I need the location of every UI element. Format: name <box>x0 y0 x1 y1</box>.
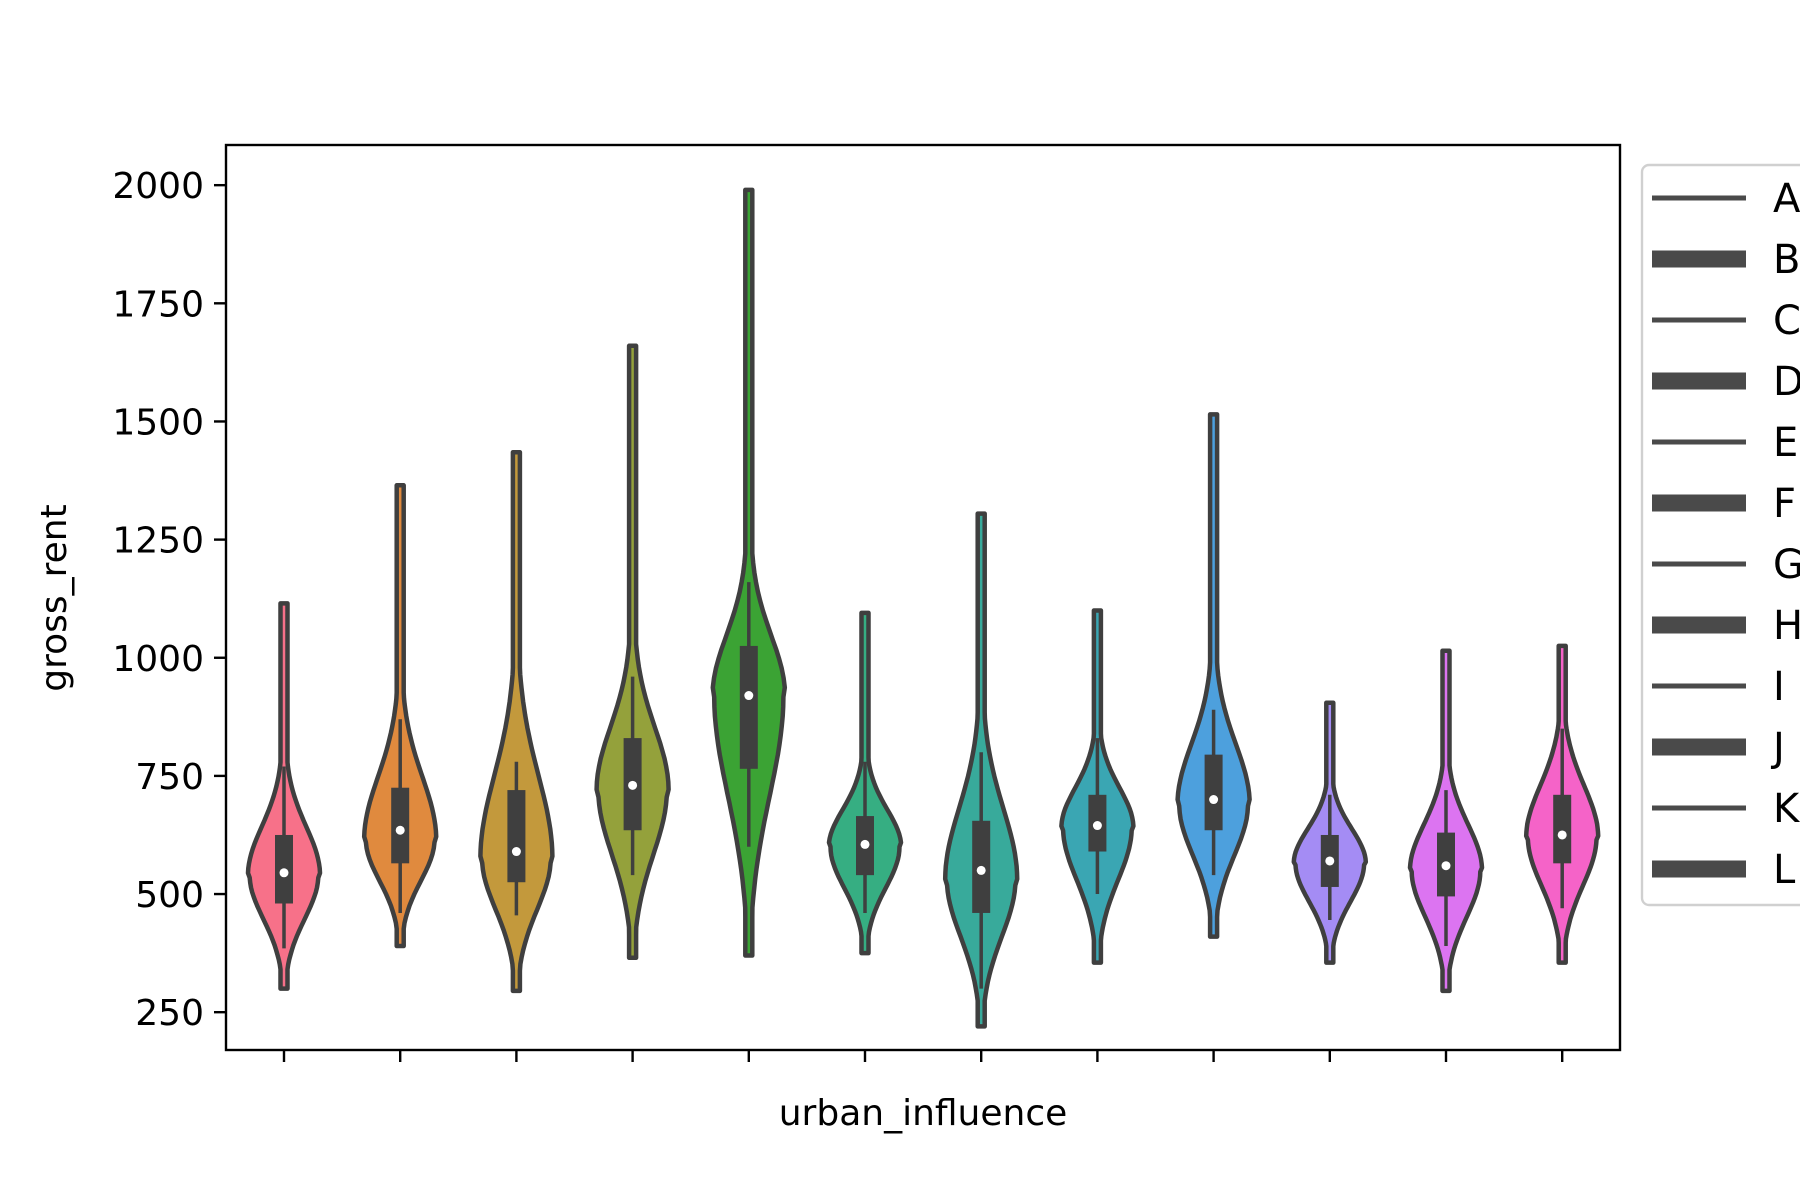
median-point-I <box>1209 795 1219 805</box>
legend-entry-H: H <box>1652 603 1800 649</box>
violin-D <box>594 343 671 961</box>
median-point-C <box>511 847 521 857</box>
median-point-E <box>744 691 754 701</box>
y-tick-label-1250: 1250 <box>112 521 204 562</box>
legend-entry-I: I <box>1652 664 1785 710</box>
median-point-G <box>976 865 986 875</box>
violin-J <box>1291 700 1369 965</box>
iqr-box-E <box>739 645 758 769</box>
legend-label-E: E <box>1773 420 1798 466</box>
violin-G <box>942 511 1020 1029</box>
legend-label-G: G <box>1773 542 1800 588</box>
median-point-B <box>395 825 405 835</box>
median-point-F <box>860 839 870 849</box>
violin-body-I <box>1175 412 1252 939</box>
y-tick-label-1000: 1000 <box>112 639 204 680</box>
median-point-A <box>279 868 289 878</box>
x-axis-label: urban_influence <box>779 1093 1068 1134</box>
y-tick-label-750: 750 <box>135 757 204 798</box>
legend-frame <box>1640 163 1800 907</box>
iqr-box-B <box>391 787 410 864</box>
violin-E <box>710 187 788 958</box>
iqr-box-C <box>507 790 526 883</box>
violin-L <box>1523 643 1601 965</box>
violin-I <box>1175 412 1252 939</box>
y-tick-label-250: 250 <box>135 993 204 1034</box>
violin-A <box>245 601 323 991</box>
legend-label-K: K <box>1773 786 1800 832</box>
y-axis: 250 500 750 1000 1250 1500 1750 2000 <box>112 166 226 1034</box>
legend-label-D: D <box>1773 359 1800 405</box>
median-point-K <box>1441 861 1451 871</box>
violin-H <box>1059 608 1136 965</box>
legend-label-B: B <box>1773 237 1800 283</box>
legend-label-F: F <box>1773 481 1796 527</box>
y-tick-label-500: 500 <box>135 875 204 916</box>
violin-K <box>1407 648 1485 994</box>
y-tick-label-1750: 1750 <box>112 284 204 325</box>
iqr-box-L <box>1553 794 1572 864</box>
violin-C <box>478 449 555 994</box>
violin-body-D <box>594 343 671 961</box>
legend-label-L: L <box>1773 847 1796 893</box>
x-axis <box>282 1050 1564 1062</box>
violin-body-E <box>710 187 788 958</box>
legend-entry-G: G <box>1652 542 1800 588</box>
legend-label-C: C <box>1773 298 1800 344</box>
legend-label-J: J <box>1770 725 1785 771</box>
legend-entry-B: B <box>1652 237 1800 283</box>
violins <box>245 187 1601 1029</box>
median-point-H <box>1092 821 1102 831</box>
legend-entry-F: F <box>1652 481 1796 527</box>
legend-entry-J: J <box>1652 725 1785 771</box>
legend-label-H: H <box>1773 603 1800 649</box>
median-point-L <box>1557 830 1567 840</box>
plot-frame <box>224 143 1622 1052</box>
median-point-D <box>628 780 638 790</box>
violin-B <box>361 483 439 949</box>
median-point-J <box>1325 856 1335 866</box>
y-tick-label-1500: 1500 <box>112 402 204 443</box>
legend-label-A: A <box>1773 176 1800 222</box>
y-tick-label-2000: 2000 <box>112 166 204 207</box>
legend-label-I: I <box>1773 664 1785 710</box>
legend-entry-L: L <box>1652 847 1796 893</box>
legend-entry-A: A <box>1652 176 1800 222</box>
iqr-box-I <box>1204 754 1223 831</box>
violin-F <box>826 610 904 956</box>
legend-entry-K: K <box>1652 786 1800 832</box>
violin-body-C <box>478 449 555 994</box>
legend-entry-E: E <box>1652 420 1798 466</box>
y-axis-label: gross_rent <box>34 504 75 692</box>
legend-entry-C: C <box>1652 298 1800 344</box>
violin-body-B <box>361 483 439 949</box>
legend-entry-D: D <box>1652 359 1800 405</box>
